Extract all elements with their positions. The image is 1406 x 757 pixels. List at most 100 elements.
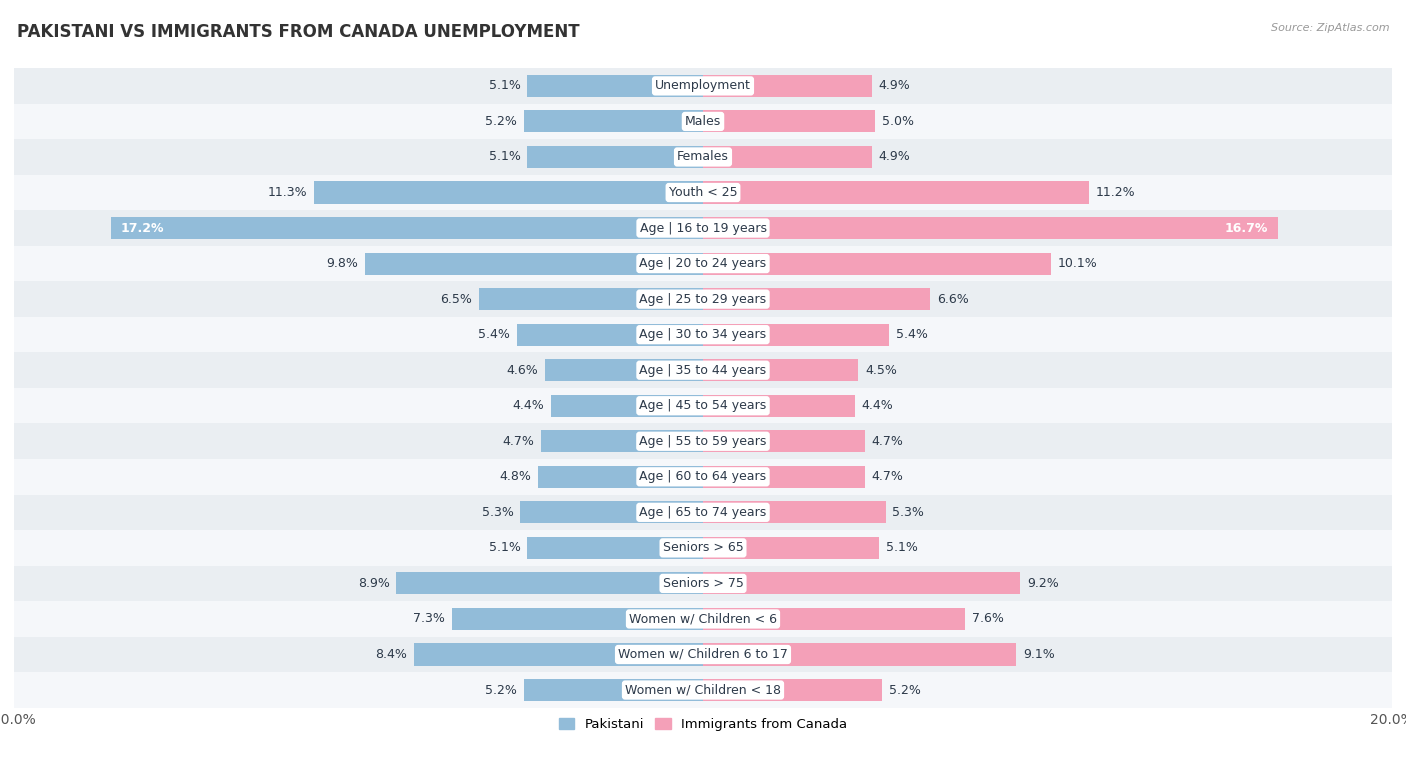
Bar <box>544 359 703 382</box>
Bar <box>14 68 1392 104</box>
Bar <box>527 146 703 168</box>
Text: 16.7%: 16.7% <box>1225 222 1268 235</box>
Bar <box>527 75 703 97</box>
Text: 9.1%: 9.1% <box>1024 648 1054 661</box>
Text: 10.1%: 10.1% <box>1057 257 1098 270</box>
Bar <box>451 608 703 630</box>
Text: Seniors > 75: Seniors > 75 <box>662 577 744 590</box>
Text: 9.2%: 9.2% <box>1026 577 1059 590</box>
Text: 5.1%: 5.1% <box>488 151 520 164</box>
Text: 4.9%: 4.9% <box>879 151 911 164</box>
Text: 5.4%: 5.4% <box>896 328 928 341</box>
Bar <box>537 466 703 488</box>
Text: 5.1%: 5.1% <box>488 79 520 92</box>
Bar <box>14 423 1392 459</box>
Text: 9.8%: 9.8% <box>326 257 359 270</box>
Text: 8.4%: 8.4% <box>375 648 406 661</box>
Bar <box>527 537 703 559</box>
Text: Age | 65 to 74 years: Age | 65 to 74 years <box>640 506 766 519</box>
Bar <box>413 643 703 665</box>
Text: 6.6%: 6.6% <box>938 293 969 306</box>
Bar <box>14 282 1392 317</box>
Text: 5.3%: 5.3% <box>893 506 924 519</box>
Bar <box>541 430 703 452</box>
Bar <box>314 182 703 204</box>
Text: 4.7%: 4.7% <box>872 470 904 483</box>
Text: 5.1%: 5.1% <box>488 541 520 554</box>
Text: 4.7%: 4.7% <box>872 435 904 448</box>
Text: Age | 60 to 64 years: Age | 60 to 64 years <box>640 470 766 483</box>
Bar <box>703 394 855 417</box>
Bar <box>703 75 872 97</box>
Bar <box>703 146 872 168</box>
Bar <box>703 572 1019 594</box>
Text: 6.5%: 6.5% <box>440 293 472 306</box>
Text: Age | 16 to 19 years: Age | 16 to 19 years <box>640 222 766 235</box>
Text: 5.2%: 5.2% <box>889 684 921 696</box>
Text: 5.0%: 5.0% <box>882 115 914 128</box>
Bar <box>703 217 1278 239</box>
Bar <box>14 601 1392 637</box>
Bar <box>14 104 1392 139</box>
Bar <box>703 182 1088 204</box>
Text: Seniors > 65: Seniors > 65 <box>662 541 744 554</box>
Bar <box>520 501 703 523</box>
Bar <box>396 572 703 594</box>
Bar <box>14 175 1392 210</box>
Text: 5.3%: 5.3% <box>482 506 513 519</box>
Bar <box>14 139 1392 175</box>
Text: 4.4%: 4.4% <box>513 399 544 413</box>
Bar <box>703 501 886 523</box>
Text: 4.7%: 4.7% <box>502 435 534 448</box>
Bar <box>14 530 1392 565</box>
Bar <box>703 253 1050 275</box>
Text: Age | 30 to 34 years: Age | 30 to 34 years <box>640 328 766 341</box>
Bar <box>111 217 703 239</box>
Bar <box>14 388 1392 423</box>
Text: 17.2%: 17.2% <box>121 222 165 235</box>
Text: Females: Females <box>678 151 728 164</box>
Text: Age | 45 to 54 years: Age | 45 to 54 years <box>640 399 766 413</box>
Text: 4.8%: 4.8% <box>499 470 531 483</box>
Bar <box>14 210 1392 246</box>
Text: 4.4%: 4.4% <box>862 399 893 413</box>
Text: Males: Males <box>685 115 721 128</box>
Bar <box>703 111 875 132</box>
Text: Age | 20 to 24 years: Age | 20 to 24 years <box>640 257 766 270</box>
Text: 5.1%: 5.1% <box>886 541 918 554</box>
Bar <box>524 679 703 701</box>
Text: 11.3%: 11.3% <box>267 186 307 199</box>
Bar <box>703 466 865 488</box>
Bar <box>14 246 1392 282</box>
Text: Source: ZipAtlas.com: Source: ZipAtlas.com <box>1271 23 1389 33</box>
Text: Youth < 25: Youth < 25 <box>669 186 737 199</box>
Text: Women w/ Children 6 to 17: Women w/ Children 6 to 17 <box>619 648 787 661</box>
Text: Unemployment: Unemployment <box>655 79 751 92</box>
Bar <box>551 394 703 417</box>
Text: Age | 25 to 29 years: Age | 25 to 29 years <box>640 293 766 306</box>
Text: 8.9%: 8.9% <box>357 577 389 590</box>
Bar <box>14 317 1392 353</box>
Bar <box>479 288 703 310</box>
Text: Age | 55 to 59 years: Age | 55 to 59 years <box>640 435 766 448</box>
Text: 5.2%: 5.2% <box>485 115 517 128</box>
Bar <box>366 253 703 275</box>
Bar <box>703 324 889 346</box>
Bar <box>14 637 1392 672</box>
Bar <box>14 565 1392 601</box>
Legend: Pakistani, Immigrants from Canada: Pakistani, Immigrants from Canada <box>553 713 853 737</box>
Bar <box>524 111 703 132</box>
Bar <box>703 537 879 559</box>
Bar <box>703 288 931 310</box>
Text: 5.4%: 5.4% <box>478 328 510 341</box>
Text: 7.6%: 7.6% <box>972 612 1004 625</box>
Text: 4.6%: 4.6% <box>506 363 537 377</box>
Bar <box>703 679 882 701</box>
Text: 4.9%: 4.9% <box>879 79 911 92</box>
Text: Age | 35 to 44 years: Age | 35 to 44 years <box>640 363 766 377</box>
Text: Women w/ Children < 6: Women w/ Children < 6 <box>628 612 778 625</box>
Bar <box>703 608 965 630</box>
Bar <box>14 494 1392 530</box>
Text: 7.3%: 7.3% <box>413 612 444 625</box>
Text: 5.2%: 5.2% <box>485 684 517 696</box>
